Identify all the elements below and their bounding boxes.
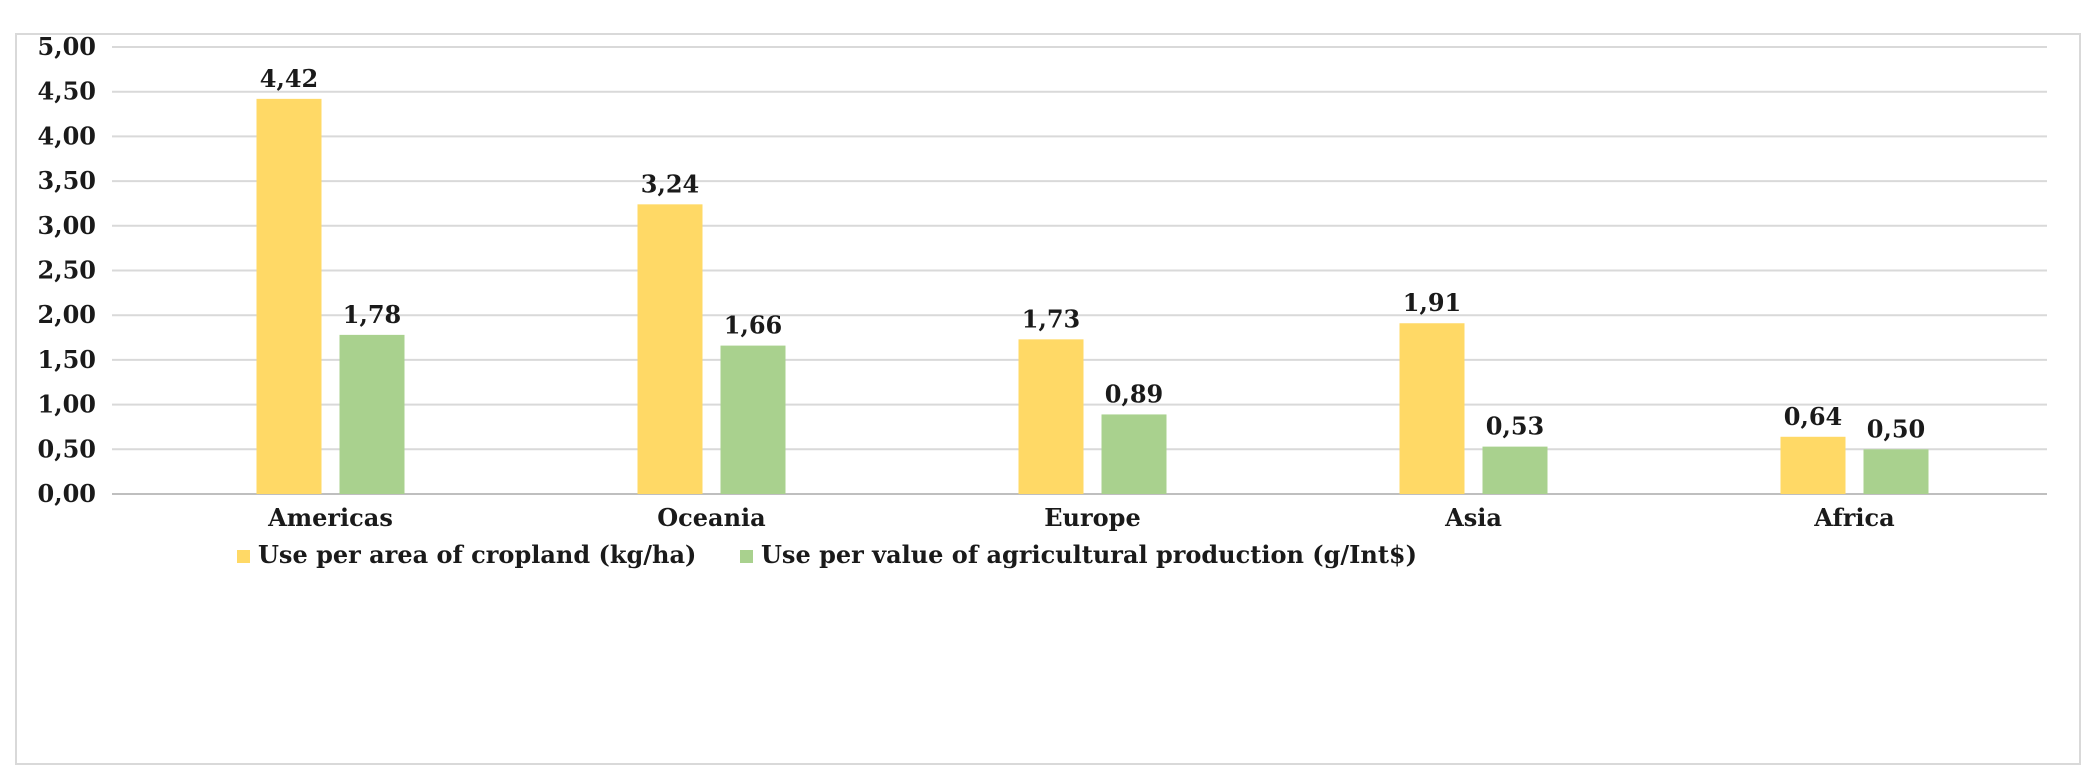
bars <box>256 98 1929 495</box>
data-label-europe-series-1: 1,73 <box>1022 304 1080 333</box>
y-tick-label: 2,50 <box>38 256 96 285</box>
y-axis-tick-labels: 0,00 0,50 1,00 1,50 2,00 2,50 3,00 3,50 4,00 4,50… <box>38 32 96 508</box>
legend-swatch-series-1 <box>237 550 250 563</box>
category-label-europe: Europe <box>1044 503 1140 532</box>
data-label-americas-series-2: 1,78 <box>343 300 401 329</box>
category-label-asia: Asia <box>1444 503 1502 532</box>
y-tick-label: 1,50 <box>38 345 96 374</box>
y-tick-label: 1,00 <box>38 390 96 419</box>
y-tick-label: 4,00 <box>38 121 96 150</box>
data-label-asia-series-2: 0,53 <box>1486 412 1544 441</box>
y-tick-label: 3,00 <box>38 211 96 240</box>
y-tick-label: 4,50 <box>38 77 96 106</box>
bar-europe-series-2 <box>1101 414 1167 494</box>
category-label-americas: Americas <box>267 503 393 532</box>
y-tick-label: 0,00 <box>38 479 96 508</box>
bar-africa-series-1 <box>1780 436 1846 494</box>
data-labels: 4,42 1,78 3,24 1,66 1,73 0,89 1,91 0,53 0,64 0,50 <box>260 64 1925 443</box>
data-label-europe-series-2: 0,89 <box>1105 379 1163 408</box>
category-label-oceania: Oceania <box>657 503 765 532</box>
chart-border <box>15 33 2081 765</box>
legend: Use per area of cropland (kg/ha) Use per … <box>237 540 1417 569</box>
y-tick-label: 2,00 <box>38 300 96 329</box>
legend-label-series-1: Use per area of cropland (kg/ha) <box>258 540 696 569</box>
data-label-americas-series-1: 4,42 <box>260 64 318 93</box>
bar-americas-series-1 <box>256 98 322 495</box>
bar-europe-series-1 <box>1018 339 1084 494</box>
bar-africa-series-2 <box>1863 449 1929 494</box>
bar-asia-series-2 <box>1482 446 1548 494</box>
data-label-oceania-series-1: 3,24 <box>641 169 699 198</box>
bar-oceania-series-1 <box>637 204 703 494</box>
bar-asia-series-1 <box>1399 323 1465 494</box>
bar-oceania-series-2 <box>720 345 786 494</box>
y-tick-label: 0,50 <box>38 434 96 463</box>
data-label-oceania-series-2: 1,66 <box>724 311 782 340</box>
y-tick-label: 3,50 <box>38 166 96 195</box>
data-label-africa-series-1: 0,64 <box>1784 402 1842 431</box>
legend-swatch-series-2 <box>740 550 753 563</box>
category-labels: Americas Oceania Europe Asia Africa <box>267 503 1895 532</box>
data-label-asia-series-1: 1,91 <box>1403 288 1461 317</box>
gridlines <box>112 46 2047 495</box>
y-tick-label: 5,00 <box>38 32 96 61</box>
category-label-africa: Africa <box>1813 503 1894 532</box>
data-label-africa-series-2: 0,50 <box>1867 414 1925 443</box>
bar-americas-series-2 <box>339 334 405 494</box>
legend-label-series-2: Use per value of agricultural production… <box>761 540 1417 569</box>
